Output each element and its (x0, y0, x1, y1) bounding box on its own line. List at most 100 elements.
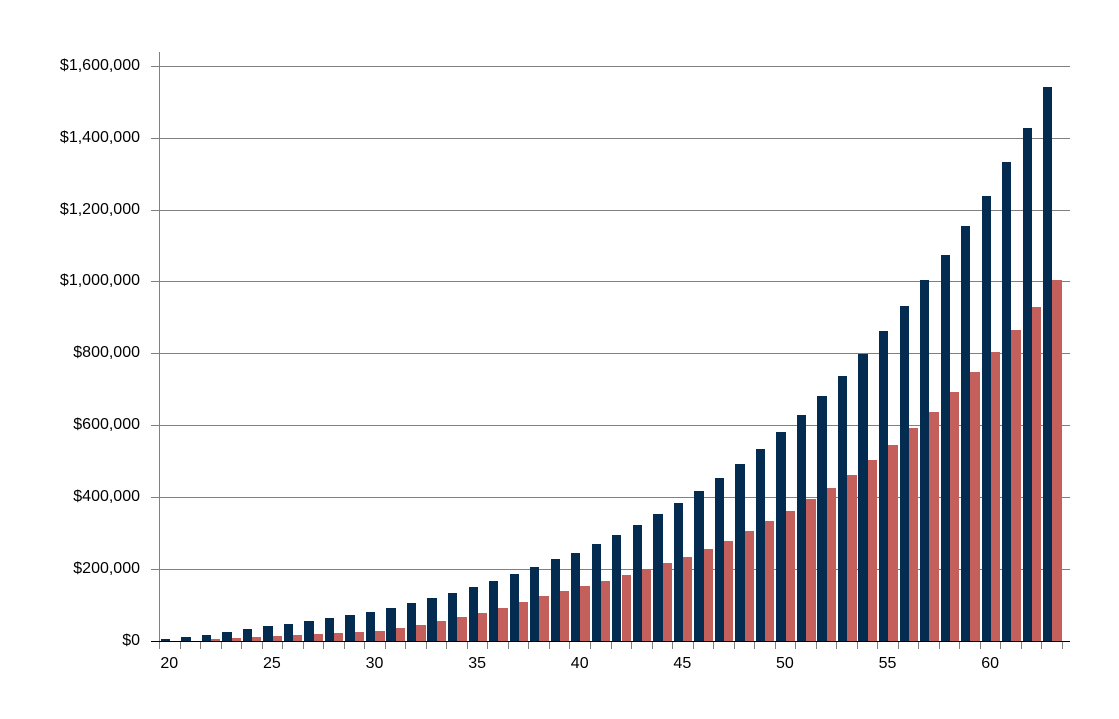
bar-navy-age-60 (981, 195, 991, 641)
bar-salmon-age-25 (272, 636, 282, 641)
bar-navy-age-31 (386, 607, 396, 641)
x-axis-tick (1020, 642, 1022, 649)
bar-navy-age-35 (468, 587, 478, 641)
x-axis-tick (897, 642, 899, 649)
x-axis-tick-label: 20 (160, 655, 179, 672)
y-gridline (151, 569, 1070, 571)
x-axis-tick (938, 642, 940, 649)
x-axis-tick (384, 642, 386, 649)
x-axis-tick-label: 60 (981, 655, 1000, 672)
y-axis-tick-label: $0 (122, 632, 140, 649)
x-axis-tick (261, 642, 263, 649)
x-axis-tick (795, 642, 797, 649)
bar-navy-age-55 (878, 330, 889, 641)
x-axis-tick (241, 642, 243, 649)
x-axis-tick (528, 642, 530, 649)
bar-salmon-age-59 (970, 372, 980, 641)
bar-salmon-age-38 (539, 596, 549, 641)
bar-navy-age-25 (263, 626, 273, 641)
x-axis-tick (466, 642, 468, 649)
bar-navy-age-40 (571, 552, 581, 641)
bar-salmon-age-34 (457, 617, 467, 641)
y-axis-tick-label: $1,200,000 (59, 200, 140, 218)
bar-navy-age-57 (920, 280, 930, 641)
x-axis-tick (405, 642, 407, 649)
bar-navy-age-26 (283, 623, 294, 641)
bar-navy-age-33 (427, 598, 437, 641)
x-axis-tick (282, 642, 284, 649)
bar-salmon-age-60 (990, 351, 1001, 641)
y-axis-tick-label: $600,000 (73, 416, 140, 434)
bar-navy-age-63 (1043, 87, 1053, 641)
bar-salmon-age-24 (252, 637, 262, 641)
bar-salmon-age-46 (703, 549, 713, 641)
bar-navy-age-58 (940, 255, 950, 641)
bar-navy-age-32 (406, 603, 417, 641)
x-axis-tick (651, 642, 653, 649)
bar-salmon-age-42 (621, 575, 631, 641)
bar-navy-age-44 (653, 514, 663, 641)
bar-navy-age-30 (365, 611, 376, 641)
x-axis-tick-label: 55 (878, 655, 897, 672)
x-axis-tick (959, 642, 961, 649)
bar-navy-age-27 (304, 621, 314, 641)
bar-navy-age-59 (961, 226, 971, 641)
x-axis-tick-label: 25 (262, 655, 281, 672)
y-axis-tick-label: $800,000 (73, 344, 140, 362)
y-axis-tick-label: $1,600,000 (59, 56, 140, 74)
x-axis-tick (815, 642, 817, 649)
bar-salmon-age-57 (929, 411, 939, 641)
bar-salmon-age-32 (416, 625, 426, 641)
bar-salmon-age-48 (744, 531, 754, 641)
bar-navy-age-56 (899, 305, 909, 641)
bar-navy-age-34 (448, 592, 458, 641)
x-axis-tick (610, 642, 612, 649)
x-axis-tick (487, 642, 489, 649)
x-axis-tick (1000, 642, 1002, 649)
bar-salmon-age-27 (313, 634, 323, 641)
x-axis-tick (364, 642, 366, 649)
y-gridline (151, 497, 1070, 499)
x-axis-tick (631, 642, 633, 649)
x-axis-tick (179, 642, 181, 649)
bar-navy-age-45 (673, 503, 684, 641)
bar-salmon-age-22 (211, 638, 221, 641)
bar-salmon-age-29 (354, 631, 364, 641)
bar-navy-age-36 (489, 580, 499, 641)
y-axis-tick-label: $1,000,000 (59, 272, 140, 290)
x-axis-tick (302, 642, 304, 649)
x-axis-tick (733, 642, 735, 649)
y-gridline (151, 425, 1070, 427)
x-axis-tick (1041, 642, 1043, 649)
y-axis-tick-label: $200,000 (73, 560, 140, 578)
bar-salmon-age-44 (662, 562, 672, 641)
bar-salmon-age-52 (826, 487, 837, 641)
bar-navy-age-49 (755, 448, 766, 641)
x-axis-tick (836, 642, 838, 649)
y-gridline (151, 353, 1070, 355)
bar-salmon-age-23 (231, 638, 241, 641)
y-gridline (151, 65, 1070, 67)
x-axis-tick (774, 642, 776, 649)
y-axis-tick-label: $1,400,000 (59, 128, 140, 146)
bar-salmon-age-40 (580, 586, 590, 641)
bar-navy-age-20 (160, 639, 170, 641)
y-axis-tick-label: $400,000 (73, 488, 140, 506)
bar-salmon-age-41 (600, 580, 611, 641)
x-axis-tick (548, 642, 550, 649)
bar-salmon-age-35 (477, 612, 488, 641)
x-axis-tick (589, 642, 591, 649)
bar-navy-age-39 (550, 559, 560, 641)
bar-salmon-age-51 (806, 498, 816, 641)
bar-navy-age-48 (735, 463, 745, 641)
bar-salmon-age-56 (908, 428, 919, 641)
x-axis-tick-label: 35 (468, 655, 486, 672)
bar-salmon-age-45 (683, 556, 693, 641)
bar-salmon-age-39 (559, 591, 570, 641)
bar-navy-age-37 (509, 573, 519, 641)
bar-salmon-age-50 (785, 511, 795, 641)
x-axis-tick (220, 642, 222, 649)
x-axis-tick (713, 642, 715, 649)
bar-salmon-age-37 (518, 602, 529, 641)
x-axis-tick (446, 642, 448, 649)
